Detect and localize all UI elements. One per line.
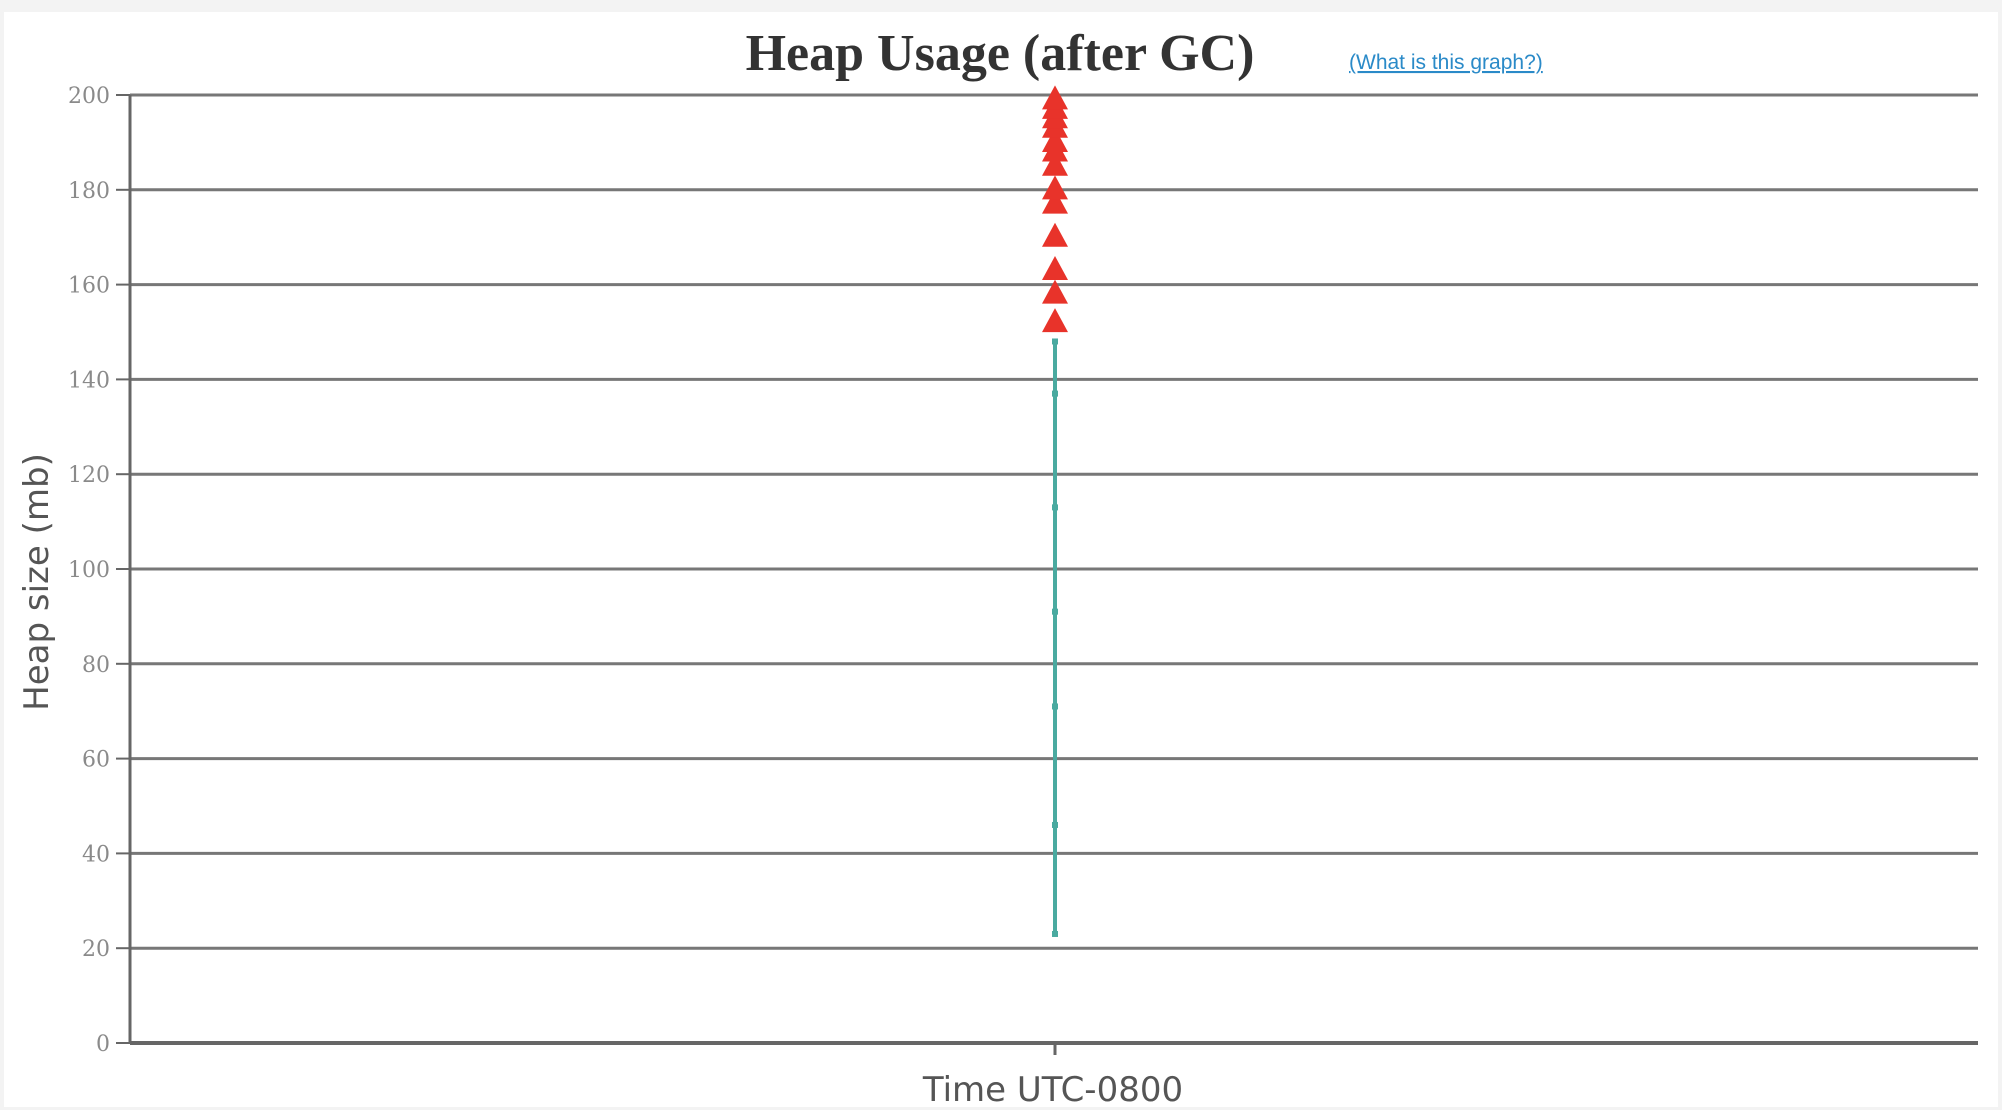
y-tick-label-100: 100 [68,558,110,583]
chart-panel: Heap Usage (after GC) (What is this grap… [4,12,1998,1107]
triangle-point-2 [1042,255,1068,280]
y-tick-label-140: 140 [68,368,110,393]
triangle-point-1 [1042,279,1068,304]
y-tick-label-80: 80 [82,653,110,678]
triangle-point-8 [1042,128,1068,152]
y-tick-label-20: 20 [82,937,110,962]
y-tick-label-120: 120 [68,463,110,488]
triangle-point-4 [1042,189,1068,214]
data-series [1042,85,1068,937]
line-point-2 [1052,703,1058,710]
y-tick-label-60: 60 [82,748,110,773]
line-point-5 [1052,390,1058,397]
y-tick-labels: 0 20 40 60 80 100 120 140 160 180 200 [68,84,130,1057]
y-tick-label-200: 200 [68,84,110,109]
y-tick-label-180: 180 [68,179,110,204]
triangle-point-5 [1042,175,1068,200]
what-is-this-graph-link[interactable]: (What is this graph?) [1349,51,1543,74]
chart-title: Heap Usage (after GC) [746,25,1255,82]
y-tick-label-40: 40 [82,842,110,867]
y-tick-label-0: 0 [96,1032,110,1057]
line-point-6 [1052,338,1058,345]
line-point-0 [1052,930,1058,937]
line-point-1 [1052,821,1058,828]
heap-usage-chart: Heap Usage (after GC) (What is this grap… [17,25,1978,1107]
triangle-point-6 [1042,151,1068,176]
line-point-3 [1052,608,1058,615]
series-triangle [1042,85,1068,333]
y-axis-label: Heap size (mb) [17,453,57,711]
triangle-point-3 [1042,222,1068,247]
triangle-point-0 [1042,308,1068,333]
y-tick-label-160: 160 [68,274,110,299]
x-axis-label: Time UTC-0800 [922,1070,1183,1107]
triangle-point-12 [1042,85,1068,110]
series-point [1052,338,1058,937]
line-point-4 [1052,504,1058,511]
